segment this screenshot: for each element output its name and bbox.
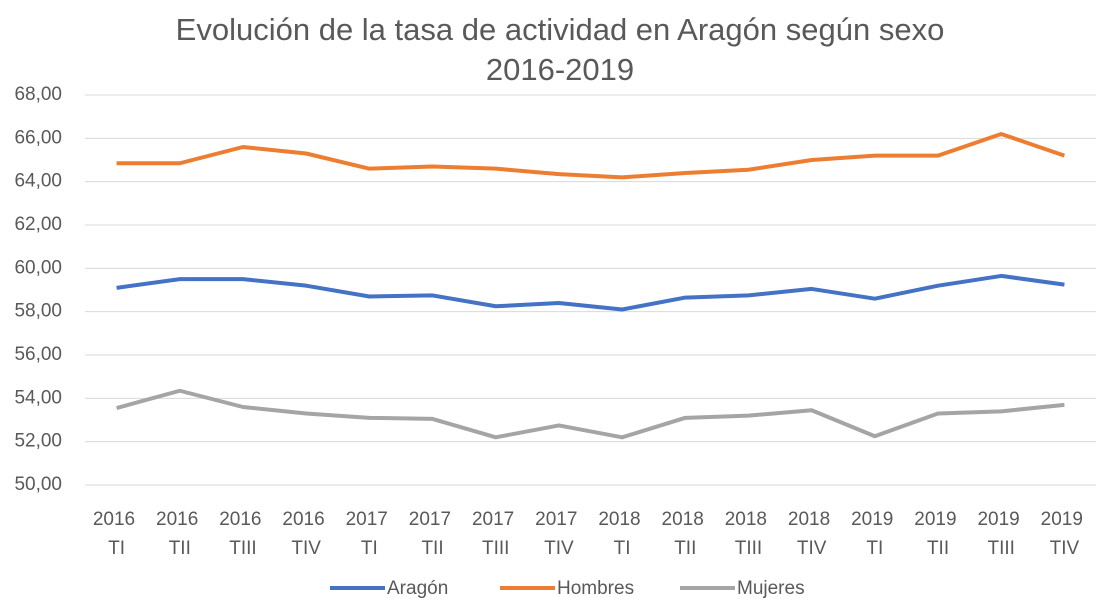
y-tick-label: 66,00 [14, 127, 62, 148]
x-tick-label: 2019 TIII [977, 509, 1025, 559]
line-series [116, 388, 1065, 440]
x-tick-label: 2019 TI [851, 509, 899, 559]
x-tick-label: 2018 TII [662, 509, 710, 559]
line-series [116, 132, 1066, 180]
y-tick-label: 62,00 [14, 214, 62, 235]
x-tick-label: 2018 TIII [725, 509, 773, 559]
x-tick-label: 2016 TIV [282, 509, 330, 559]
y-tick-label: 52,00 [14, 431, 62, 452]
y-tick-label: 68,00 [14, 84, 62, 105]
y-tick-label: 60,00 [14, 257, 62, 278]
y-tick-label: 56,00 [14, 344, 62, 365]
y-tick-label: 64,00 [14, 171, 62, 192]
chart-subtitle: 2016-2019 [486, 52, 634, 87]
x-tick-label: 2017 TII [409, 509, 457, 559]
legend-label: Mujeres [737, 578, 805, 599]
line-series [116, 273, 1065, 312]
x-tick-label: 2019 TIV [1041, 509, 1089, 559]
legend-label: Aragón [387, 578, 448, 599]
x-tick-label: 2016 TIII [219, 509, 267, 559]
y-tick-label: 54,00 [14, 387, 62, 408]
x-tick-label: 2017 TIV [535, 509, 583, 559]
x-tick-label: 2017 TIII [472, 509, 520, 559]
chart-title: Evolución de la tasa de actividad en Ara… [176, 12, 945, 47]
y-tick-label: 50,00 [14, 474, 62, 495]
x-tick-label: 2017 TI [346, 509, 394, 559]
x-tick-label: 2018 TIV [788, 509, 836, 559]
x-tick-label: 2016 TII [156, 509, 204, 559]
x-tick-label: 2018 TI [598, 509, 646, 559]
legend-label: Hombres [557, 578, 634, 599]
y-tick-label: 58,00 [14, 301, 62, 322]
x-tick-label: 2016 TI [93, 509, 141, 559]
x-tick-label: 2019 TII [914, 509, 962, 559]
